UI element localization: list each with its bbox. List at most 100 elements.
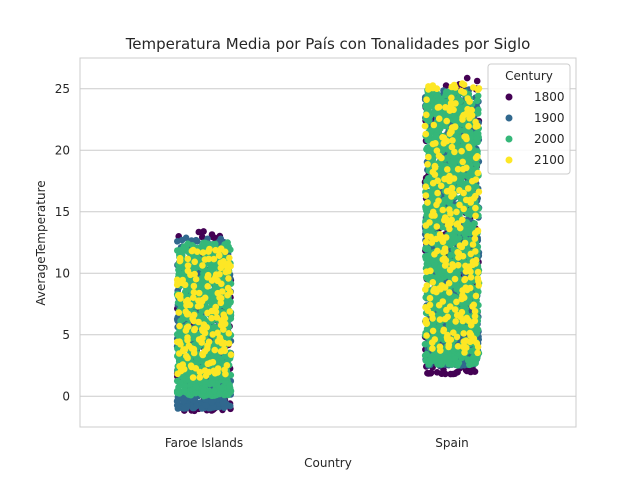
data-point	[474, 349, 481, 357]
data-point	[442, 82, 450, 89]
data-point	[473, 135, 481, 143]
data-point	[421, 122, 429, 130]
data-point	[176, 328, 184, 336]
data-point	[175, 350, 183, 357]
data-point	[214, 338, 222, 345]
data-point	[429, 345, 436, 352]
data-point	[191, 325, 199, 333]
y-axis-label: AverageTemperature	[34, 180, 48, 305]
data-point	[448, 83, 456, 91]
data-point	[432, 235, 440, 243]
data-point	[211, 323, 218, 331]
data-point	[472, 292, 480, 300]
data-point	[440, 134, 448, 142]
data-point	[426, 301, 434, 309]
data-point	[445, 279, 453, 287]
data-point	[459, 216, 466, 224]
data-point	[453, 311, 461, 319]
data-point	[190, 289, 198, 296]
data-point	[225, 330, 233, 337]
data-point	[199, 249, 207, 256]
data-point	[469, 223, 477, 230]
data-point	[184, 255, 192, 263]
data-point	[184, 267, 192, 275]
data-point	[449, 165, 457, 173]
data-point	[204, 309, 211, 317]
data-point	[439, 146, 446, 154]
data-point	[176, 390, 183, 397]
legend-label: 1800	[534, 90, 565, 104]
legend: Century 1800 1900 2000 2100	[487, 63, 571, 175]
data-point	[186, 369, 193, 377]
data-point	[433, 369, 441, 376]
data-point	[173, 402, 181, 409]
data-point	[439, 206, 447, 214]
data-point	[428, 103, 436, 110]
data-point	[426, 294, 434, 302]
data-point	[475, 282, 483, 289]
data-point	[453, 208, 460, 216]
data-point	[472, 192, 479, 200]
data-point	[429, 179, 437, 187]
data-point	[222, 370, 229, 378]
data-point	[178, 236, 186, 244]
data-point	[469, 303, 476, 310]
data-point	[473, 77, 481, 85]
gridlines	[80, 88, 576, 397]
data-point	[192, 275, 200, 283]
data-point	[221, 353, 229, 360]
data-point	[460, 330, 468, 337]
data-point	[453, 116, 461, 123]
data-point	[209, 331, 217, 338]
data-point	[221, 320, 229, 328]
data-point	[188, 345, 196, 352]
data-point	[434, 189, 441, 197]
data-point	[422, 205, 430, 212]
data-point	[469, 177, 476, 185]
y-tick-label: 20	[55, 143, 70, 157]
data-point	[215, 252, 223, 259]
data-point	[443, 117, 451, 125]
data-point	[226, 382, 233, 390]
data-point	[195, 289, 203, 297]
data-point	[447, 210, 454, 217]
data-point	[472, 256, 480, 264]
data-point	[204, 274, 211, 281]
data-point	[208, 399, 215, 406]
data-point	[469, 261, 477, 269]
data-point	[462, 343, 469, 351]
legend-marker	[505, 156, 513, 164]
data-point	[439, 162, 447, 170]
data-point	[463, 74, 471, 82]
data-point	[175, 383, 182, 391]
data-point	[182, 308, 190, 316]
data-point	[449, 370, 457, 378]
data-point	[422, 130, 430, 138]
data-point	[210, 353, 217, 361]
data-point	[211, 387, 218, 395]
data-point	[204, 360, 212, 368]
data-point	[212, 303, 219, 311]
data-point	[465, 108, 472, 116]
data-point	[443, 175, 450, 182]
data-point	[436, 316, 444, 323]
data-point	[457, 97, 465, 105]
data-point	[463, 229, 471, 236]
x-tick-label: Faroe Islands	[165, 436, 243, 450]
data-point	[446, 266, 454, 274]
data-point	[432, 140, 439, 147]
data-point	[220, 326, 227, 333]
data-point	[422, 357, 430, 365]
data-point	[433, 147, 441, 154]
data-point	[433, 201, 440, 209]
y-tick-label: 5	[62, 328, 70, 342]
data-point	[174, 247, 181, 254]
data-point	[202, 402, 210, 409]
data-point	[455, 359, 463, 367]
data-point	[440, 326, 448, 334]
data-point	[421, 340, 429, 348]
data-point	[441, 216, 448, 224]
data-point	[471, 368, 479, 375]
data-point	[181, 346, 189, 353]
data-point	[225, 243, 232, 250]
